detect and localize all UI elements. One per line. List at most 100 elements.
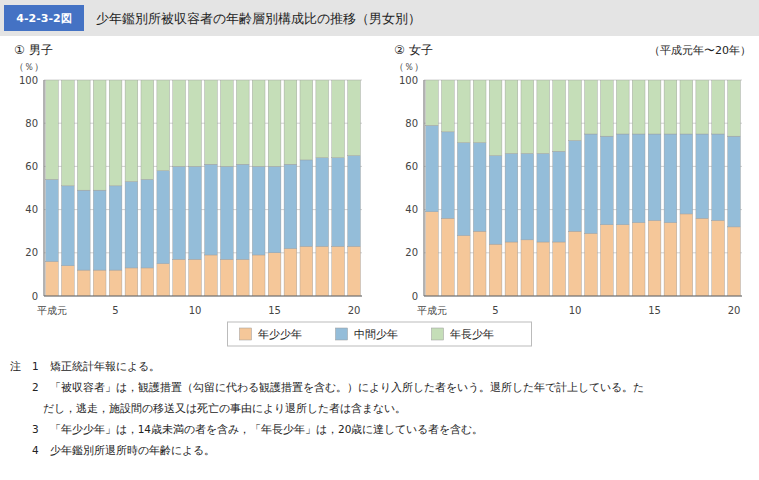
bar-segment: [189, 80, 202, 166]
bar-segment: [316, 80, 329, 158]
bar-segment: [473, 80, 486, 143]
bar-segment: [521, 240, 534, 296]
grid-line: [44, 252, 362, 253]
bar-segment: [648, 220, 661, 296]
bar-segment: [332, 246, 345, 296]
x-tick-label: 平成元: [37, 305, 67, 316]
x-tick-label: 10: [189, 305, 202, 316]
y-tick-label: 20: [25, 247, 38, 258]
period-label: （平成元年〜20年）: [649, 44, 751, 57]
bar-segment: [489, 156, 502, 245]
bar-segment: [505, 153, 518, 242]
bar-segment: [473, 143, 486, 232]
bar-segment: [332, 80, 345, 158]
bar-segment: [537, 80, 550, 153]
legend-label: 年少少年: [258, 328, 302, 341]
bar-segment: [426, 125, 439, 211]
bar-segment: [680, 214, 693, 296]
bar-segment: [77, 190, 90, 270]
bar-segment: [300, 160, 313, 246]
bar-segment: [616, 134, 629, 225]
x-axis: [424, 296, 742, 297]
bar-segment: [109, 186, 122, 270]
bar-segment: [537, 153, 550, 242]
bar-segment: [61, 266, 74, 296]
y-tick-label: 100: [399, 75, 418, 86]
bar-segment: [189, 259, 202, 296]
x-axis: [44, 296, 362, 297]
bar-segment: [728, 80, 741, 136]
bar-segment: [220, 166, 233, 259]
x-tick-label: 20: [348, 305, 361, 316]
page: 4-2-3-2図少年鑑別所被収容者の年齢層別構成比の推移（男女別）（平成元年〜2…: [0, 0, 759, 480]
bar-segment: [157, 171, 170, 264]
bar-segment: [632, 80, 645, 134]
grid-line: [424, 209, 742, 210]
bar-segment: [521, 80, 534, 153]
bar-segment: [300, 246, 313, 296]
bar-segment: [93, 270, 106, 296]
y-tick-label: 40: [405, 204, 418, 215]
bar-segment: [316, 246, 329, 296]
grid-line: [44, 123, 362, 124]
bar-segment: [220, 259, 233, 296]
bar-segment: [600, 136, 613, 225]
bar-segment: [489, 80, 502, 156]
bar-segment: [712, 134, 725, 220]
bar-segment: [46, 261, 59, 296]
bar-segment: [696, 218, 709, 296]
bar-segment: [268, 80, 281, 166]
note: だし，逃走，施設間の移送又は死亡の事由により退所した者は含まない。: [10, 402, 406, 414]
bar-segment: [696, 134, 709, 218]
bar-segment: [696, 80, 709, 134]
title-box: [4, 5, 84, 31]
bar-segment: [268, 253, 281, 296]
legend-label: 中間少年: [354, 328, 398, 341]
bar-segment: [220, 80, 233, 166]
grid-line: [44, 80, 362, 81]
note: 3 「年少少年」は，14歳未満の者を含み，「年長少年」は，20歳に達している者を…: [10, 423, 483, 435]
bar-segment: [585, 80, 598, 134]
bar-segment: [553, 242, 566, 296]
bar-segment: [537, 242, 550, 296]
bar-segment: [125, 268, 138, 296]
bar-segment: [332, 158, 345, 247]
bar-segment: [521, 153, 534, 239]
y-tick-label: 0: [32, 291, 38, 302]
bar-segment: [157, 264, 170, 296]
y-tick-label: 20: [405, 247, 418, 258]
bar-segment: [585, 134, 598, 233]
bar-segment: [141, 268, 154, 296]
y-tick-label: 80: [405, 118, 418, 129]
bar-segment: [157, 80, 170, 171]
bar-segment: [173, 80, 186, 166]
legend-swatch: [432, 328, 444, 340]
title-box-label: 4-2-3-2図: [16, 12, 71, 25]
grid-line: [424, 252, 742, 253]
bar-segment: [348, 156, 361, 247]
x-tick-label: 5: [112, 305, 118, 316]
bar-segment: [252, 80, 265, 166]
bar-segment: [616, 80, 629, 134]
bar-segment: [569, 140, 582, 231]
grid-line: [424, 80, 742, 81]
bar-segment: [632, 134, 645, 223]
bar-segment: [125, 80, 138, 182]
bar-segment: [189, 166, 202, 259]
bar-segment: [205, 164, 218, 255]
bar-segment: [569, 80, 582, 140]
bar-segment: [457, 80, 470, 143]
grid-line: [44, 166, 362, 167]
bar-segment: [61, 186, 74, 266]
bar-segment: [712, 220, 725, 296]
bar-segment: [77, 270, 90, 296]
bar-segment: [664, 134, 677, 223]
bar-segment: [569, 231, 582, 296]
bar-segment: [109, 270, 122, 296]
bar-segment: [252, 166, 265, 255]
bar-segment: [141, 179, 154, 268]
y-tick-label: 60: [25, 161, 38, 172]
bar-segment: [648, 80, 661, 134]
bar-segment: [236, 164, 249, 259]
bar-segment: [664, 223, 677, 296]
